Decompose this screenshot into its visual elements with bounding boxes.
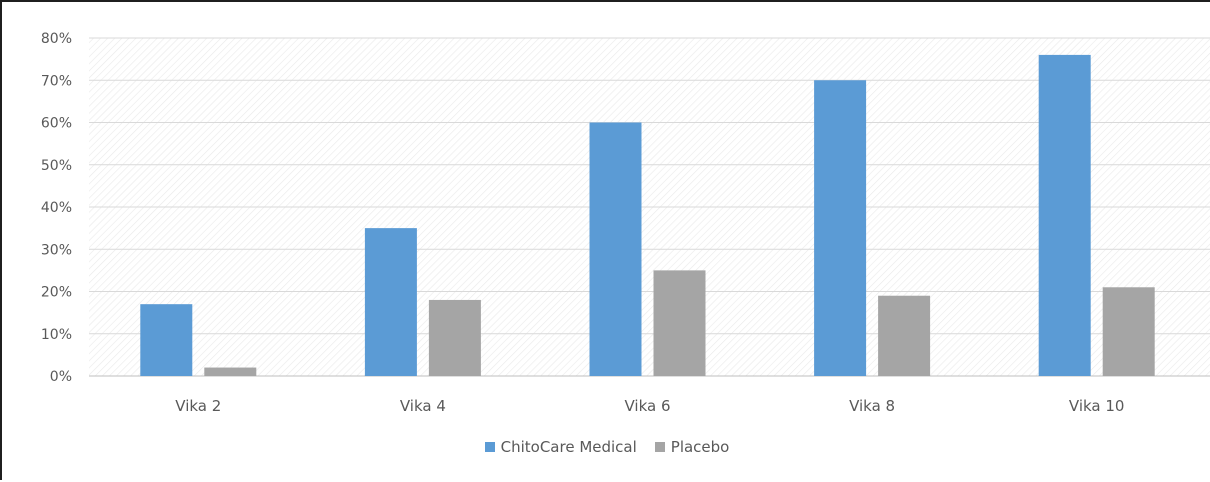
y-tick-label: 80% <box>41 31 72 47</box>
bar-chitocare-vika-8 <box>814 80 867 376</box>
y-tick-label: 40% <box>41 200 72 216</box>
x-axis-tick-labels: Vika 2 Vika 4 Vika 6 Vika 8 Vika 10 <box>175 397 1124 415</box>
bars <box>140 54 1155 377</box>
bar-placebo-vika-8 <box>878 295 931 376</box>
bar-chitocare-vika-10 <box>1038 54 1091 377</box>
y-tick-label: 0% <box>50 369 72 385</box>
bar-chitocare-vika-2 <box>140 304 193 376</box>
bar-placebo-vika-10 <box>1102 287 1155 376</box>
y-tick-label: 60% <box>41 116 72 132</box>
bar-chitocare-vika-4 <box>364 228 417 376</box>
bar-chitocare-vika-6 <box>589 122 642 376</box>
x-tick-label: Vika 8 <box>849 397 895 415</box>
y-tick-label: 30% <box>41 242 72 258</box>
y-tick-label: 50% <box>41 158 72 174</box>
x-tick-label: Vika 4 <box>400 397 446 415</box>
legend-swatch-placebo <box>654 442 665 452</box>
bar-placebo-vika-6 <box>653 270 706 376</box>
legend-item-chitocare: ChitoCare Medical <box>484 438 637 456</box>
legend-swatch-chitocare <box>484 442 495 452</box>
y-tick-label: 10% <box>41 327 72 343</box>
legend-item-placebo: Placebo <box>654 438 730 456</box>
bar-placebo-vika-2 <box>204 367 257 376</box>
x-tick-label: Vika 6 <box>624 397 670 415</box>
legend-label-chitocare: ChitoCare Medical <box>500 438 637 456</box>
y-tick-label: 20% <box>41 285 72 301</box>
bar-placebo-vika-4 <box>428 299 481 376</box>
y-axis-tick-labels: 0% 10% 20% 30% 40% 50% 60% 70% 80% <box>41 31 72 385</box>
gridlines <box>89 37 1210 377</box>
y-tick-label: 70% <box>41 73 72 89</box>
x-tick-label: Vika 10 <box>1069 397 1125 415</box>
legend: ChitoCare Medical Placebo <box>2 438 1210 456</box>
x-tick-label: Vika 2 <box>175 397 221 415</box>
legend-label-placebo: Placebo <box>670 438 730 456</box>
